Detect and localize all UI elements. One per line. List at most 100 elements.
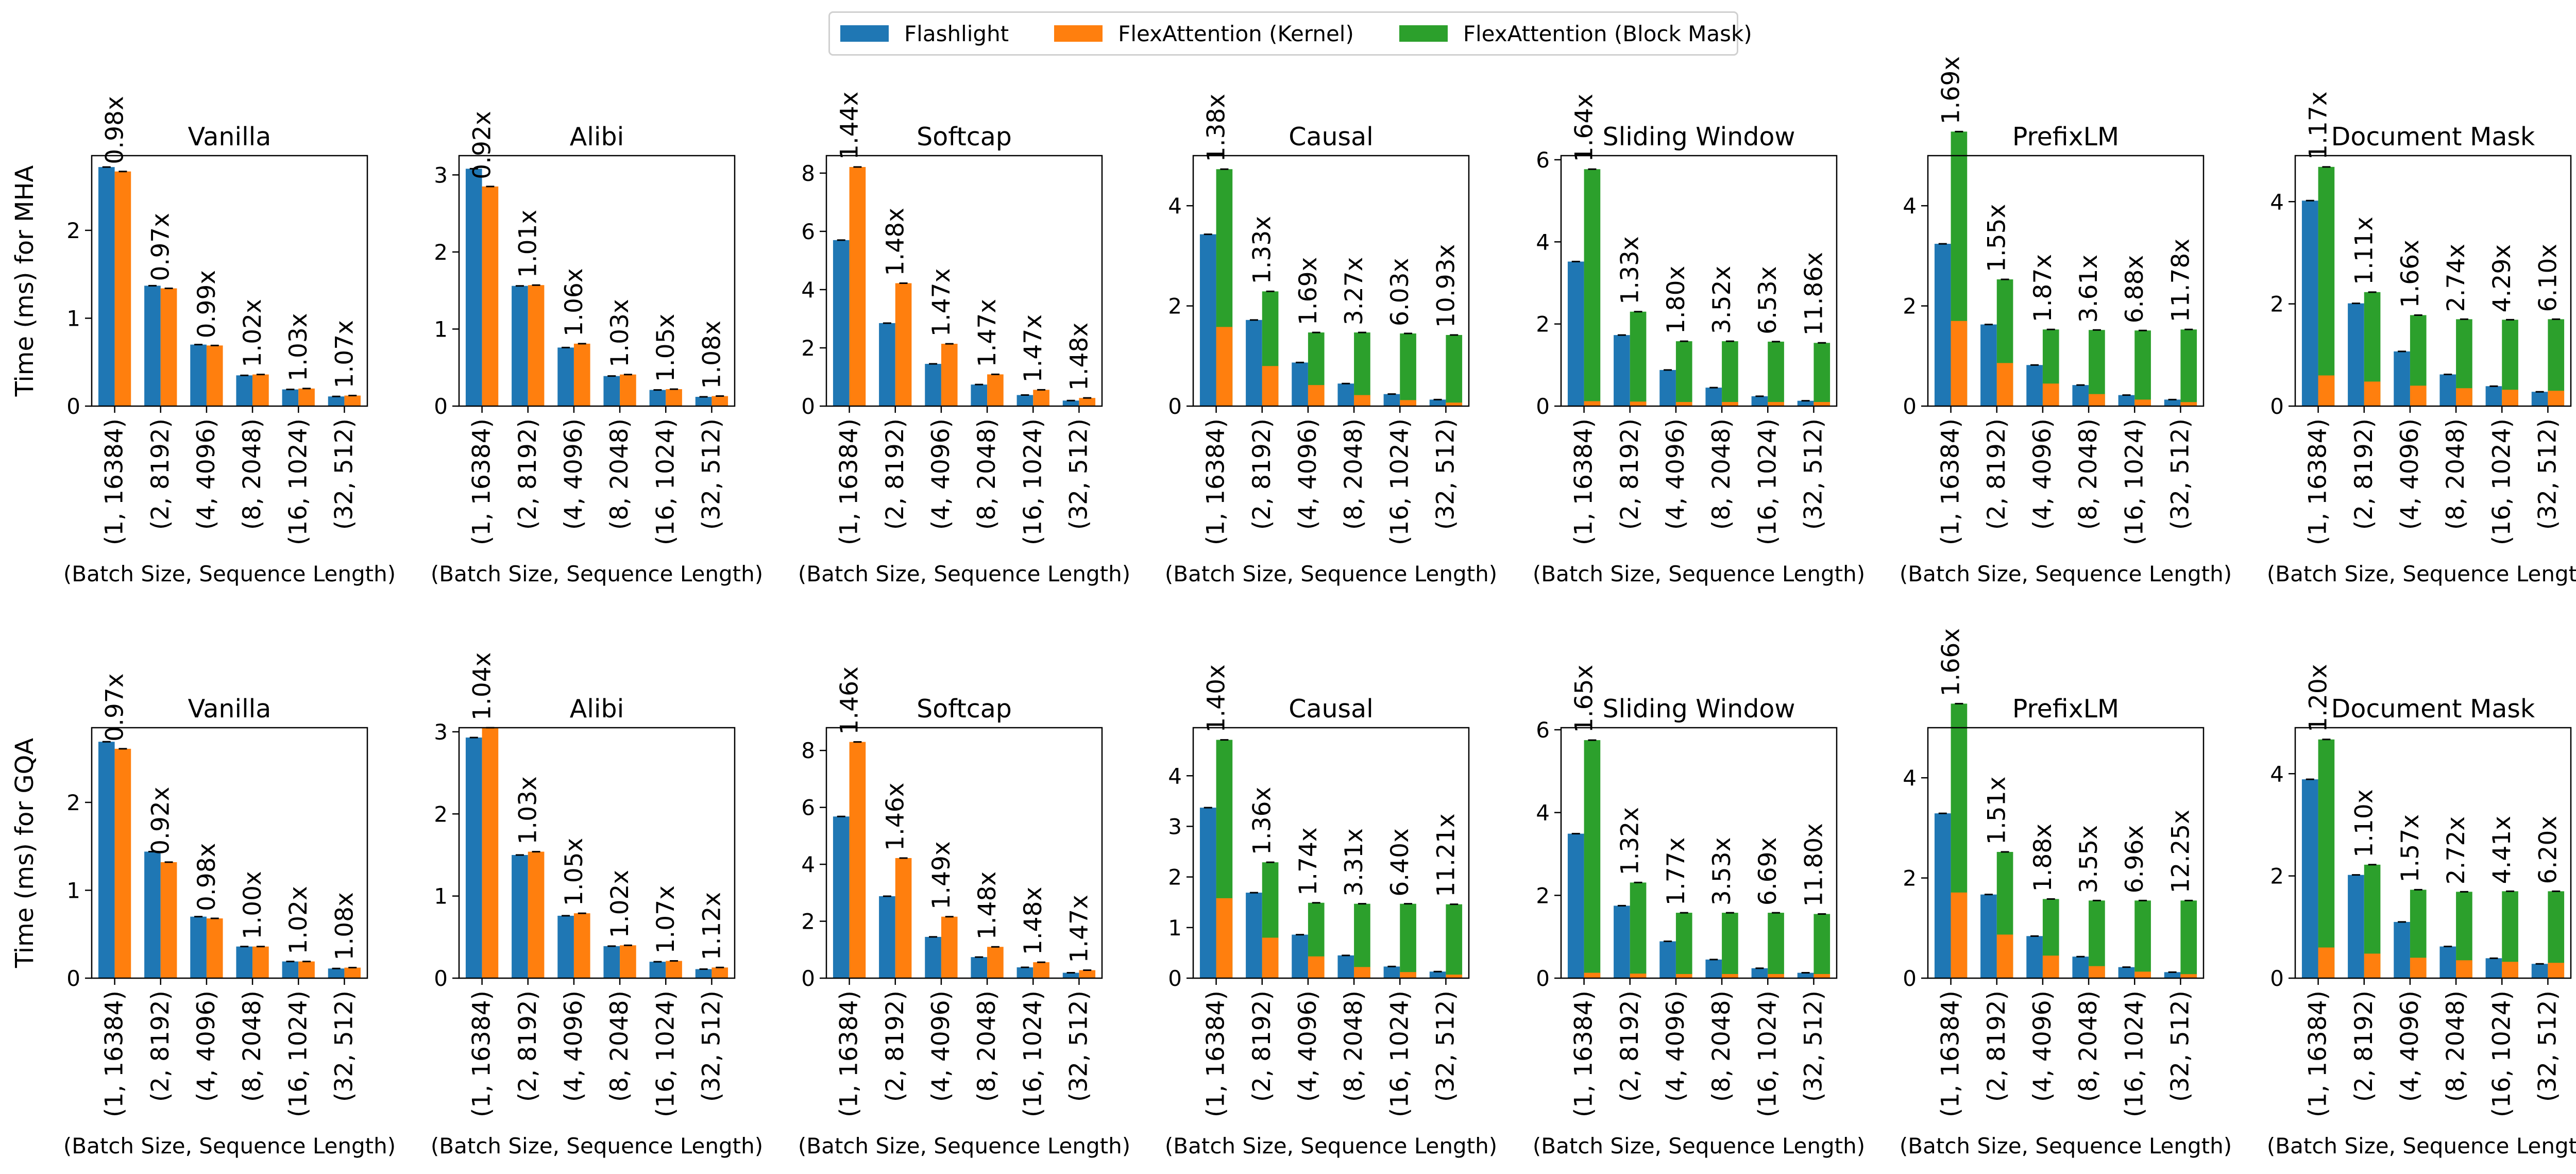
x-tick-label: (16, 1024) [284, 991, 312, 1117]
axes-frame [1192, 155, 1470, 407]
bar-kernel [2410, 958, 2427, 978]
y-tick-label: 1 [66, 878, 80, 903]
x-tick-label: (2, 8192) [881, 991, 909, 1102]
panel-title: Vanilla [188, 122, 272, 152]
speedup-label: 1.38x [1202, 94, 1231, 162]
speedup-label: 1.80x [1662, 266, 1690, 334]
speedup-label: 3.55x [2075, 825, 2103, 893]
bar-flashlight [2026, 936, 2043, 978]
bar-kernel [1079, 970, 1096, 978]
x-tick-label: (4, 4096) [192, 418, 221, 530]
bar-kernel [160, 288, 177, 406]
speedup-label: 3.61x [2075, 255, 2103, 323]
x-tick-label: (4, 4096) [1294, 418, 1322, 530]
bar-kernel [1033, 962, 1049, 978]
bar-kernel [2134, 971, 2151, 978]
bar-kernel [1446, 402, 1463, 406]
bar-flashlight [1429, 971, 1446, 978]
bar-flashlight [512, 854, 528, 978]
bar-flashlight [1705, 388, 1722, 406]
x-tick-label: (4, 4096) [560, 991, 588, 1102]
speedup-label: 1.55x [1983, 204, 2011, 272]
x-axis-label: (Batch Size, Sequence Length) [431, 561, 763, 586]
x-tick-label: (8, 2048) [605, 991, 634, 1102]
bar-flashlight [1292, 362, 1308, 406]
speedup-label: 1.44x [836, 92, 864, 160]
x-tick-label: (16, 1024) [2487, 418, 2516, 545]
y-tick-label: 3 [434, 162, 448, 188]
bar-kernel [2548, 391, 2565, 406]
x-tick-label: (8, 2048) [973, 991, 1001, 1102]
axes-frame [1192, 727, 1470, 979]
x-tick-label: (2, 8192) [2350, 991, 2378, 1102]
bar-kernel [2180, 402, 2197, 406]
x-tick-label: (1, 16384) [1937, 418, 1965, 545]
bar-flashlight [190, 916, 207, 978]
bar-kernel [206, 345, 223, 406]
bar-kernel [2089, 394, 2105, 406]
bar-kernel [987, 947, 1004, 978]
x-tick-label: (32, 512) [1799, 991, 1827, 1102]
bar-kernel [2502, 390, 2518, 406]
x-tick-label: (4, 4096) [192, 991, 221, 1102]
panel-vanilla: Vanilla 0 1 2 0.98x (1, 16384) 0.97x (2, 8192) 0… [63, 96, 396, 586]
x-tick-label: (8, 2048) [2074, 991, 2103, 1102]
bar-block-mask [1354, 903, 1370, 978]
x-tick-label: (8, 2048) [1707, 991, 1736, 1102]
y-tick-label: 0 [434, 394, 448, 419]
bar-flashlight [2118, 967, 2135, 978]
speedup-label: 1.48x [1019, 887, 1047, 955]
speedup-label: 1.69x [1294, 257, 1323, 325]
speedup-label: 1.77x [1662, 837, 1690, 905]
y-tick-label: 6 [1536, 717, 1550, 743]
bar-kernel [620, 374, 636, 406]
bar-flashlight [1246, 893, 1262, 978]
y-tick-label: 0 [2270, 394, 2284, 419]
speedup-label: 1.48x [1065, 323, 1093, 391]
bar-kernel [1630, 974, 1647, 978]
bar-flashlight [695, 969, 712, 978]
bar-kernel [2502, 962, 2518, 978]
bar-flashlight [695, 397, 712, 406]
speedup-label: 1.74x [1294, 827, 1323, 895]
speedup-label: 11.78x [2166, 239, 2195, 322]
speedup-label: 1.48x [882, 208, 910, 276]
panel-title: Causal [1289, 694, 1373, 724]
legend-swatch-flex-kernel [1054, 25, 1103, 42]
panel-causal: Causal 0 2 4 1.38x (1, 16384) 1.33x (2, 8192) 1.… [1165, 94, 1497, 586]
x-tick-label: (8, 2048) [238, 991, 266, 1102]
speedup-label: 1.07x [652, 885, 680, 953]
panel-sliding-window: Sliding Window 0 2 4 6 1.64x (1, 16384) 1.33x (2… [1533, 94, 1865, 586]
bar-kernel [298, 388, 315, 406]
bar-kernel [160, 862, 177, 978]
y-tick-label: 2 [1168, 294, 1182, 319]
bar-flashlight [557, 347, 574, 406]
y-tick-label: 4 [1903, 765, 1917, 791]
bar-kernel [528, 851, 545, 978]
panel-title: Vanilla [188, 694, 272, 724]
speedup-label: 1.32x [1616, 807, 1645, 875]
bar-kernel [1308, 385, 1325, 406]
y-tick-label: 1 [66, 306, 80, 331]
bar-flashlight [1705, 959, 1722, 978]
x-tick-label: (8, 2048) [2074, 418, 2103, 530]
bar-block-mask [1630, 882, 1647, 978]
y-tick-label: 0 [1168, 394, 1182, 419]
bar-kernel [1996, 363, 2013, 406]
y-tick-label: 2 [434, 801, 448, 827]
legend-swatch-flashlight [840, 25, 889, 42]
y-tick-label: 2 [801, 909, 815, 934]
legend-label-flex-block-mask: FlexAttention (Block Mask) [1463, 21, 1752, 46]
bar-flashlight [190, 344, 207, 406]
bar-flashlight [2072, 385, 2089, 406]
bar-kernel [1584, 401, 1601, 406]
legend-label-flashlight: Flashlight [904, 21, 1009, 46]
bar-block-mask [2134, 900, 2151, 978]
x-tick-label: (16, 1024) [651, 418, 680, 545]
bar-flashlight [512, 286, 528, 406]
x-tick-label: (1, 16384) [468, 418, 496, 545]
axes-frame [825, 155, 1103, 407]
bar-flashlight [1567, 833, 1584, 978]
panel-title: Document Mask [2331, 694, 2535, 724]
panel-title: Alibi [570, 694, 624, 724]
